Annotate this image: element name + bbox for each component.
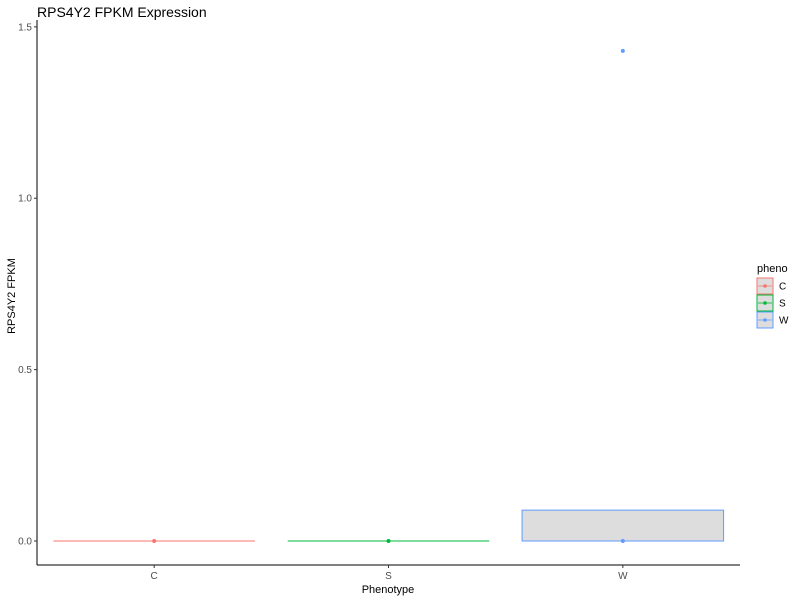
plot-area: 0.0 0.5 1.0 1.5 C S W bbox=[18, 20, 740, 582]
box-rect bbox=[521, 509, 725, 542]
x-tick-label: C bbox=[151, 571, 158, 582]
legend-label-S: S bbox=[779, 299, 786, 310]
data-point bbox=[620, 48, 625, 53]
y-axis-title: RPS4Y2 FPKM bbox=[6, 258, 18, 334]
y-tick-label: 0.0 bbox=[18, 537, 32, 548]
box-C bbox=[53, 539, 255, 544]
x-tick-label: S bbox=[385, 571, 392, 582]
legend-title: pheno bbox=[757, 263, 788, 275]
y-tick-label: 0.5 bbox=[18, 365, 32, 376]
box-S bbox=[287, 539, 490, 544]
legend-key-point bbox=[763, 318, 767, 322]
legend-label-C: C bbox=[779, 282, 786, 293]
data-point bbox=[620, 539, 625, 544]
legend-key-point bbox=[763, 301, 767, 305]
box-W bbox=[521, 48, 725, 544]
y-tick-label: 1.5 bbox=[18, 22, 32, 33]
y-tick-label: 1.0 bbox=[18, 194, 32, 205]
x-axis-title: Phenotype bbox=[362, 584, 415, 596]
data-point bbox=[152, 539, 157, 544]
chart-title: RPS4Y2 FPKM Expression bbox=[37, 4, 207, 20]
data-point bbox=[386, 539, 391, 544]
legend-key-point bbox=[763, 284, 767, 288]
legend: pheno CSW bbox=[756, 263, 789, 329]
x-tick-label: W bbox=[618, 571, 628, 582]
legend-label-W: W bbox=[779, 316, 789, 327]
